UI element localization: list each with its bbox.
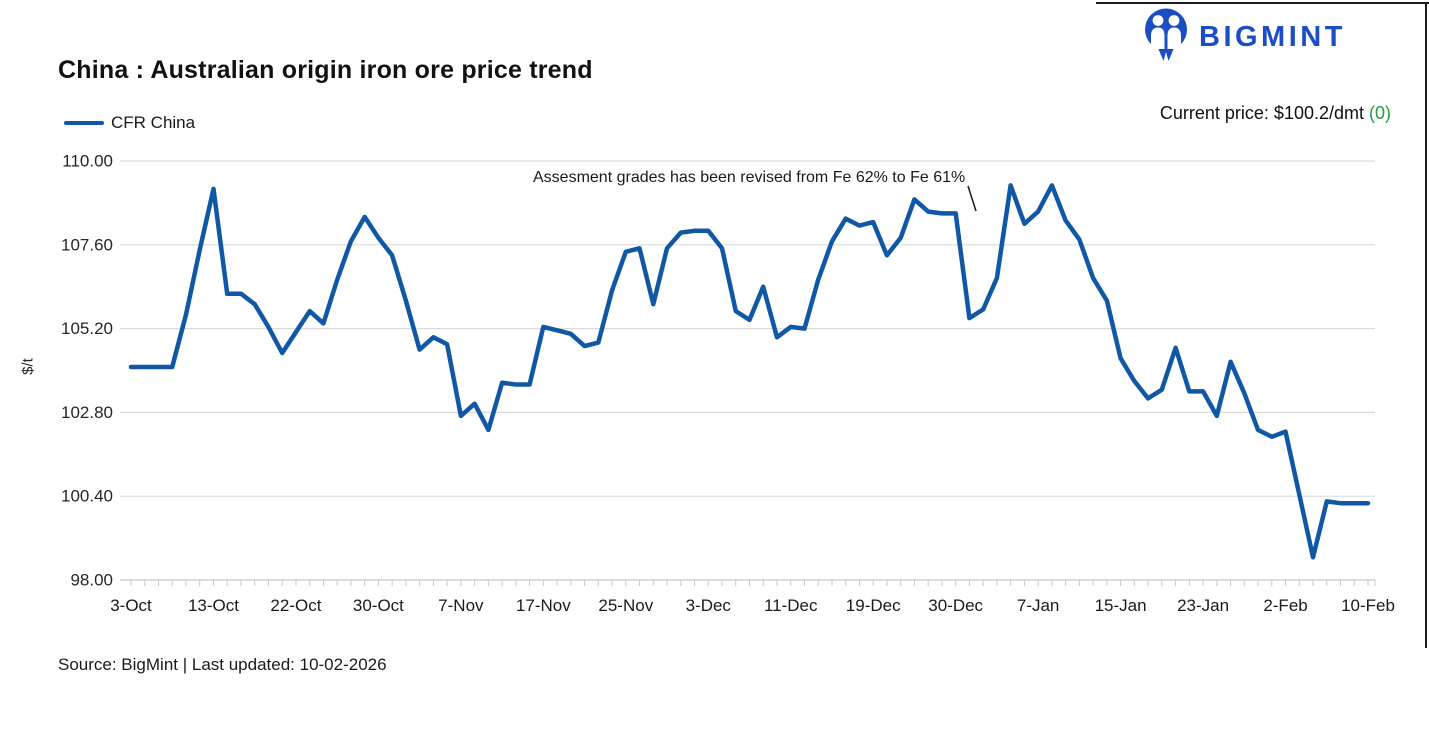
brand-logo: BIGMINT — [1143, 8, 1346, 62]
brand-name: BIGMINT — [1199, 20, 1346, 53]
x-tick-label: 25-Nov — [598, 596, 653, 615]
legend-series-label: CFR China — [111, 113, 196, 132]
chart-annotation: Assesment grades has been revised from F… — [533, 169, 966, 186]
x-tick-label: 23-Jan — [1177, 596, 1229, 615]
annotation-pointer-line — [967, 185, 977, 212]
y-tick-label: 100.40 — [61, 487, 113, 506]
bigmint-logo-icon — [1145, 8, 1187, 61]
x-tick-label: 30-Dec — [928, 596, 983, 615]
x-tick-label: 7-Jan — [1017, 596, 1060, 615]
source-note: Source: BigMint | Last updated: 10-02-20… — [58, 655, 387, 674]
y-tick-label: 110.00 — [62, 152, 113, 171]
x-tick-label: 22-Oct — [270, 596, 321, 615]
legend-line-swatch — [64, 120, 104, 126]
page-title: China : Australian origin iron ore price… — [58, 56, 593, 84]
x-tick-label: 3-Oct — [110, 596, 152, 615]
screenshot-border-right — [1425, 2, 1427, 648]
y-tick-label: 102.80 — [61, 403, 113, 422]
x-tick-label: 30-Oct — [353, 596, 404, 615]
y-tick-label: 105.20 — [61, 319, 113, 338]
x-tick-label: 3-Dec — [686, 596, 732, 615]
x-tick-label: 10-Feb — [1341, 596, 1395, 615]
x-tick-label: 7-Nov — [438, 596, 484, 615]
current-price-label: Current price: $100.2/dmt — [1159, 103, 1369, 123]
current-price: Current price: $100.2/dmt (0) — [1160, 103, 1391, 124]
y-tick-label: 107.60 — [61, 235, 113, 254]
price-line — [128, 183, 1371, 560]
x-tick-label: 19-Dec — [846, 596, 901, 615]
x-tick-label: 13-Oct — [188, 596, 239, 615]
screenshot-border-top — [1096, 2, 1429, 4]
x-tick-label: 2-Feb — [1263, 596, 1307, 615]
current-price-change-badge: (0) — [1369, 103, 1391, 123]
y-tick-label: 98.00 — [70, 571, 113, 590]
legend: CFR China — [64, 113, 195, 133]
x-tick-label: 11-Dec — [764, 596, 818, 615]
price-trend-chart: 98.00 100.40 102.80 105.20 107.60 110.00 3-Oct… — [61, 152, 1395, 616]
x-tick-label: 17-Nov — [516, 596, 571, 615]
x-tick-label: 15-Jan — [1095, 596, 1147, 615]
